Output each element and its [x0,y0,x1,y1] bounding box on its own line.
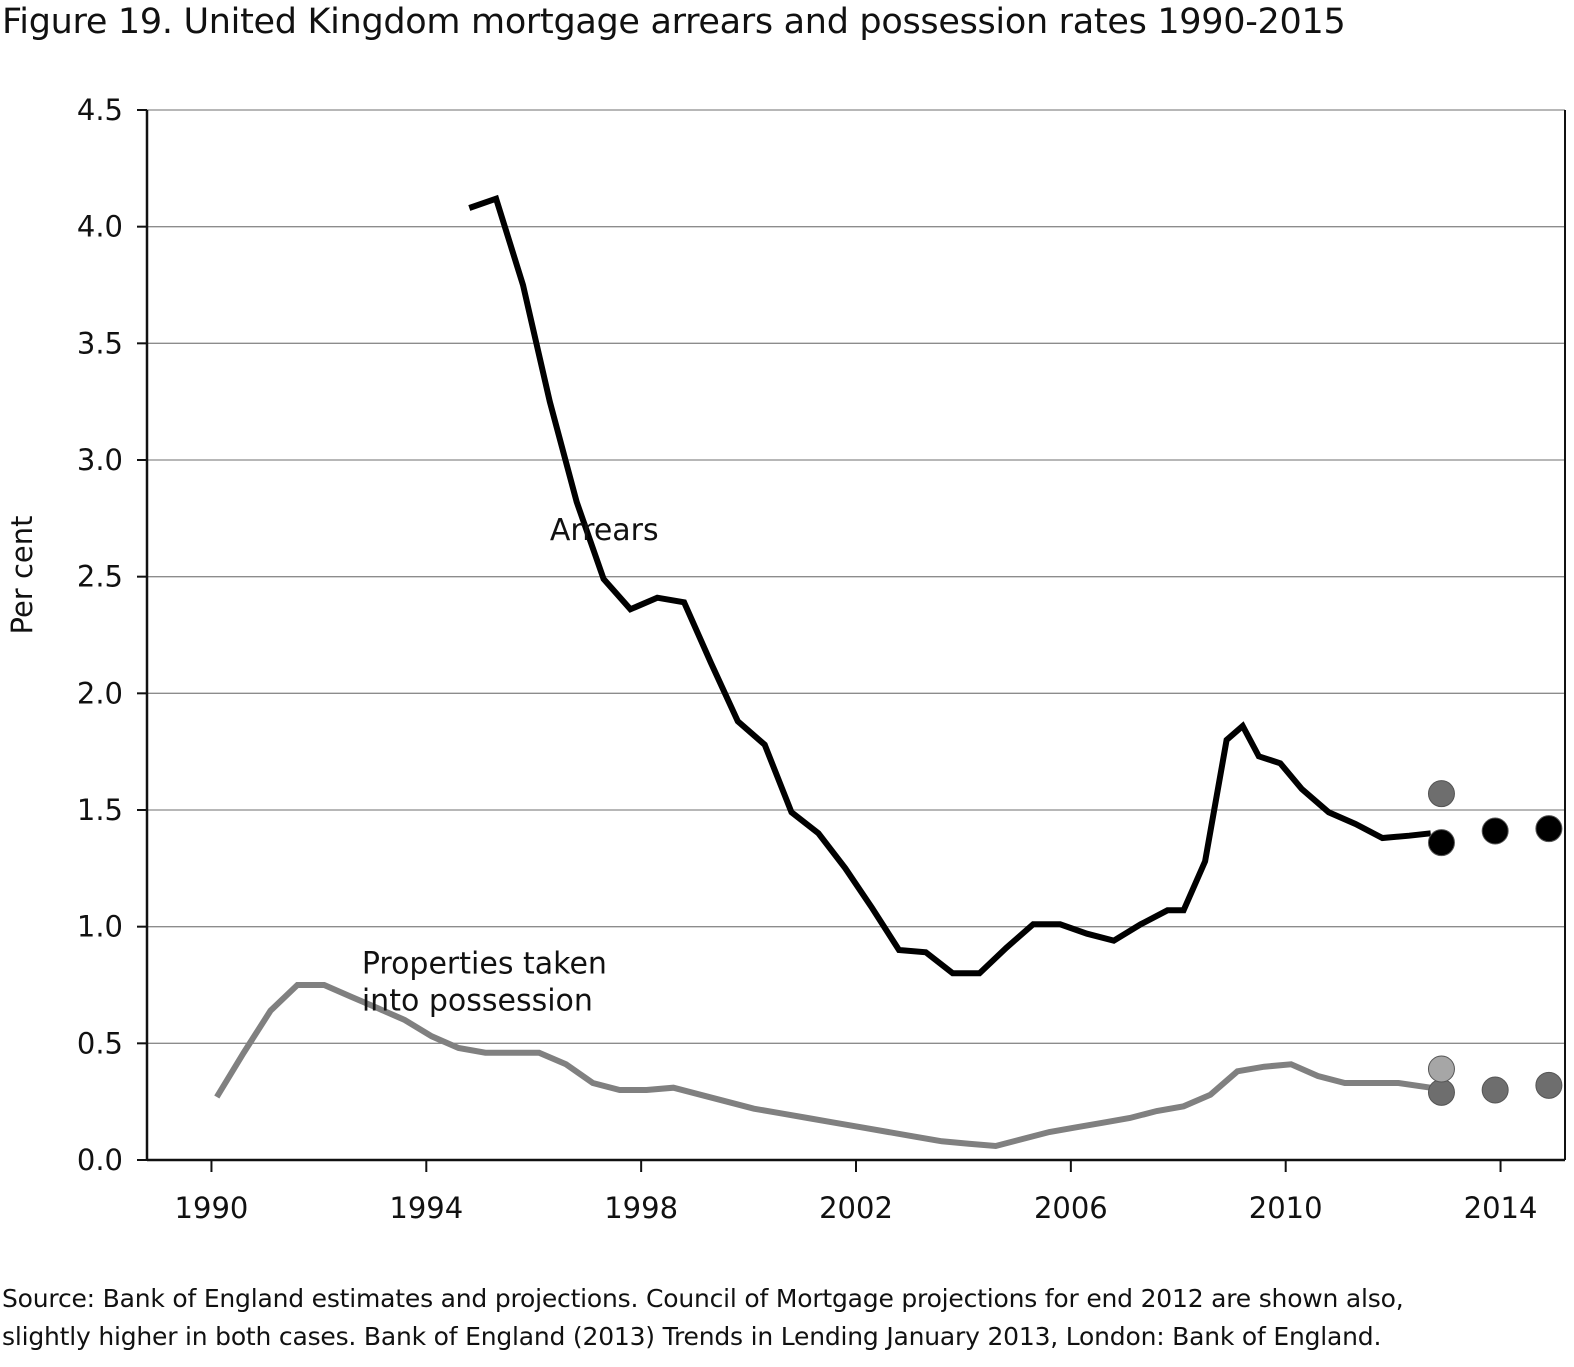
x-tick-label: 1994 [389,1191,463,1225]
y-tick-label: 4.5 [77,93,123,127]
x-tick-label: 2014 [1464,1191,1538,1225]
possessions-annotation-line1: Properties taken [362,946,607,981]
projection-point [1427,829,1455,857]
y-tick-label: 4.0 [77,210,123,244]
possessions-line [214,982,1432,1150]
y-tick-label: 1.0 [77,910,123,944]
y-tick-label: 2.0 [77,676,123,710]
y-tick-label: 0.0 [77,1143,123,1177]
source-note: Source: Bank of England estimates and pr… [2,1280,1572,1356]
y-tick-label: 3.0 [77,443,123,477]
line-chart: 0.0 0.5 1.0 1.5 2.0 2.5 3.0 3.5 4.0 4.5 1990 1994 19… [5,93,1566,1225]
projection-point [1481,817,1509,845]
x-tick-label: 2006 [1034,1191,1108,1225]
source-line-2: slightly higher in both cases. Bank of E… [2,1322,1382,1351]
y-tick-label: 2.5 [77,560,123,594]
arrears-annotation: Arrears [550,513,659,548]
projection-point [1427,1055,1455,1083]
y-tick-label: 0.5 [77,1026,123,1060]
possessions-annotation-line2: into possession [362,984,593,1019]
x-tick-label: 2010 [1249,1191,1323,1225]
y-tick-label: 1.5 [77,793,123,827]
source-line-1: Source: Bank of England estimates and pr… [2,1284,1404,1313]
y-axis-label: Per cent [5,516,39,635]
x-tick-label: 1990 [175,1191,249,1225]
projection-point [1481,1076,1509,1104]
figure-title: Figure 19. United Kingdom mortgage arrea… [2,2,1346,42]
x-tick-label: 1998 [604,1191,678,1225]
projection-point [1427,780,1455,808]
projection-point [1535,815,1563,843]
x-tick-label: 2002 [819,1191,893,1225]
y-tick-label: 3.5 [77,326,123,360]
projection-point [1427,1078,1455,1106]
arrears-line [468,194,1432,977]
projection-point [1535,1071,1563,1099]
